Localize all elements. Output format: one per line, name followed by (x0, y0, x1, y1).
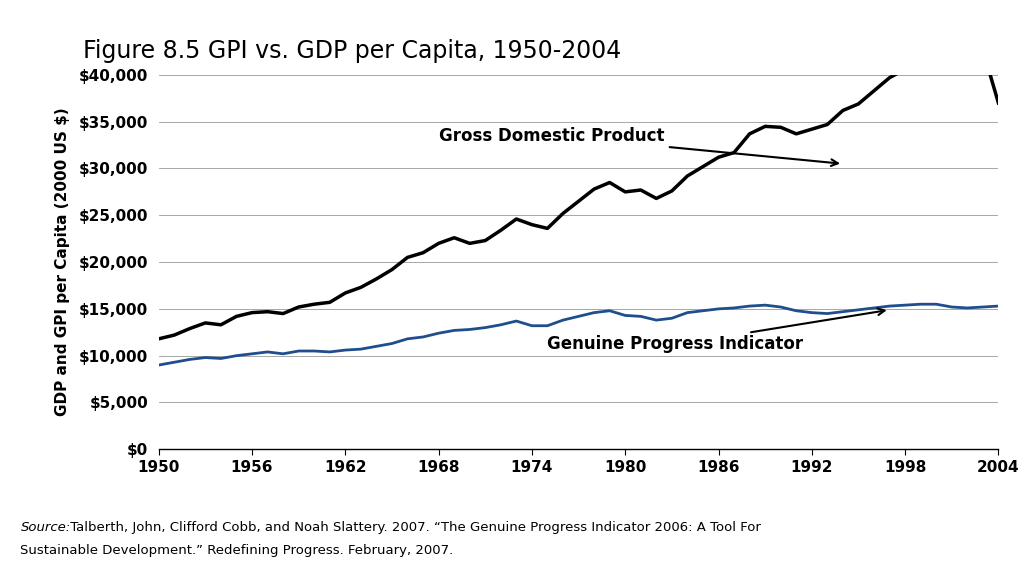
Text: Sustainable Development.” Redefining Progress. February, 2007.: Sustainable Development.” Redefining Pro… (20, 544, 454, 558)
Text: Genuine Progress Indicator: Genuine Progress Indicator (548, 308, 885, 354)
Text: Gross Domestic Product: Gross Domestic Product (438, 127, 838, 166)
Text: Figure 8.5 GPI vs. GDP per Capita, 1950-2004: Figure 8.5 GPI vs. GDP per Capita, 1950-… (83, 39, 622, 63)
Text: Source:: Source: (20, 521, 71, 535)
Y-axis label: GDP and GPI per Capita (2000 US $): GDP and GPI per Capita (2000 US $) (55, 108, 71, 416)
Text: Talberth, John, Clifford Cobb, and Noah Slattery. 2007. “The Genuine Progress In: Talberth, John, Clifford Cobb, and Noah … (66, 521, 761, 535)
